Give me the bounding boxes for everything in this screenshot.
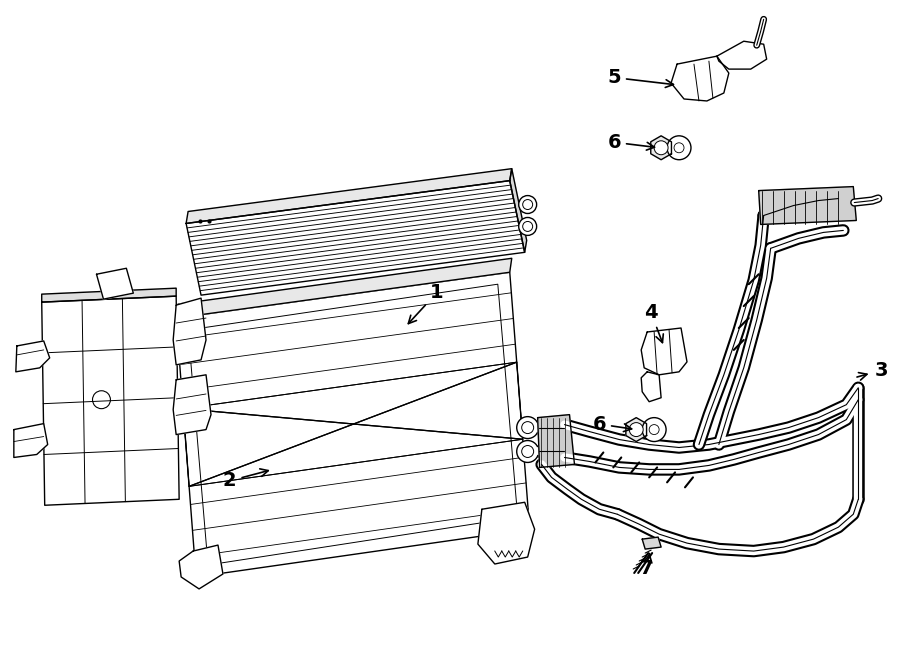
Polygon shape [173,298,206,365]
Text: 2: 2 [223,469,268,490]
Polygon shape [717,41,767,69]
Circle shape [517,440,538,463]
Text: 7: 7 [640,553,653,578]
Text: 4: 4 [644,303,663,342]
Polygon shape [176,258,512,318]
Polygon shape [626,418,646,442]
Text: 6: 6 [608,133,654,152]
Polygon shape [41,288,176,302]
Polygon shape [671,56,729,101]
Text: 5: 5 [608,68,673,87]
Polygon shape [537,414,574,467]
Text: 6: 6 [592,414,632,434]
Polygon shape [176,272,530,577]
Polygon shape [186,180,525,295]
Polygon shape [478,502,535,564]
Polygon shape [643,537,662,549]
Polygon shape [651,136,671,160]
Circle shape [654,141,668,155]
Circle shape [518,217,536,235]
Circle shape [517,416,538,438]
Polygon shape [509,169,526,253]
Polygon shape [179,545,223,589]
Polygon shape [183,362,523,486]
Circle shape [667,136,691,160]
Circle shape [629,422,643,436]
Polygon shape [641,328,687,375]
Polygon shape [173,375,211,434]
Polygon shape [186,169,512,223]
Polygon shape [14,424,48,457]
Polygon shape [641,372,662,402]
Polygon shape [41,296,179,505]
Polygon shape [96,268,133,299]
Text: 3: 3 [857,361,887,380]
Circle shape [518,196,536,214]
Text: 1: 1 [409,283,444,324]
Circle shape [643,418,666,442]
Polygon shape [759,186,856,225]
Polygon shape [16,341,50,372]
